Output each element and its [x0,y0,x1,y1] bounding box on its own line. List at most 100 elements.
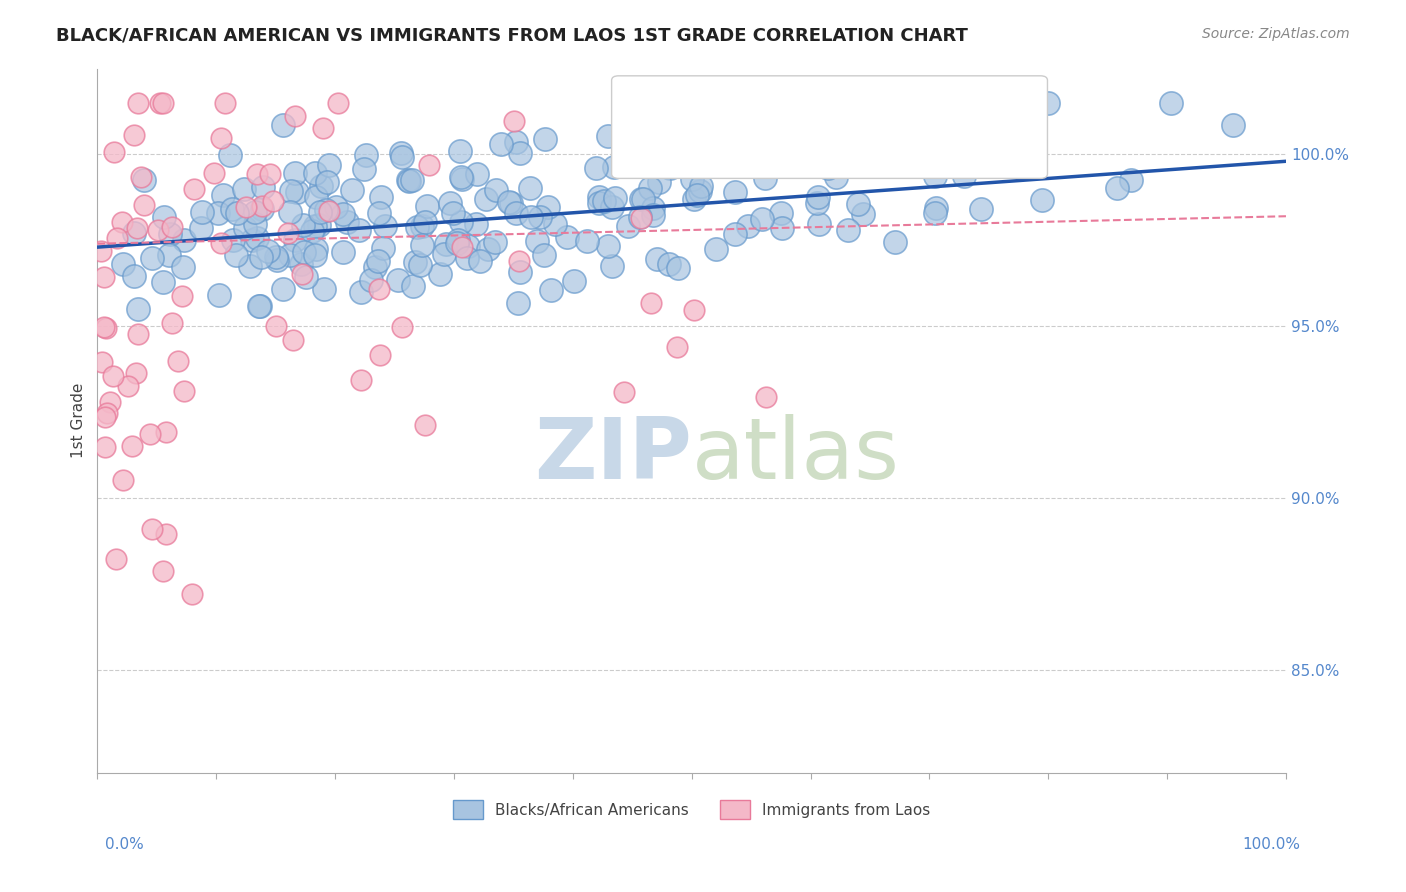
Point [277,227,299,241]
Point [112,473,135,487]
Point [356,147,378,161]
Point [519,210,541,224]
Point [588,190,610,204]
Point [301,223,323,237]
Point [387,273,409,287]
Point [690,178,713,193]
Point [90,355,112,369]
Point [505,206,527,220]
Point [367,254,389,268]
Point [252,199,274,213]
Point [342,183,364,197]
Point [451,240,474,254]
Text: 100.0%: 100.0% [1243,837,1301,852]
Point [127,327,149,342]
Point [416,199,439,213]
Point [202,166,225,180]
Point [240,233,263,247]
Point [249,299,271,313]
Point [537,200,560,214]
Point [325,200,347,214]
Point [585,161,607,175]
Point [852,207,875,221]
Point [155,425,177,439]
Point [121,440,143,454]
Point [211,187,233,202]
Point [160,316,183,330]
Point [846,197,869,211]
Point [209,236,232,251]
Point [765,95,787,110]
Point [94,321,117,335]
Point [309,178,332,193]
Point [190,221,212,235]
Point [658,257,681,271]
Point [505,135,527,149]
Point [664,149,686,163]
Point [373,241,395,255]
Point [285,186,308,200]
Point [817,161,839,176]
Point [689,184,711,198]
Point [308,218,330,232]
Point [94,410,117,425]
Point [617,219,640,234]
Point [441,206,464,220]
Point [804,158,827,172]
Point [489,136,512,151]
Point [529,210,551,224]
Point [883,235,905,250]
Point [152,95,174,110]
Point [309,204,332,219]
Point [347,222,370,236]
Point [273,282,295,296]
Point [683,192,706,206]
Point [107,231,129,245]
Point [449,144,471,158]
Point [806,195,828,210]
Point [683,302,706,317]
Point [222,234,245,248]
Point [396,173,419,187]
Point [243,217,266,231]
Point [367,282,389,296]
Point [312,121,335,136]
Point [807,190,830,204]
Point [603,161,626,175]
Point [534,131,557,145]
Point [219,147,242,161]
Point [152,210,174,224]
Point [468,253,491,268]
Point [630,192,652,206]
Point [284,234,307,248]
Point [312,282,335,296]
Point [364,260,387,275]
Point [439,195,461,210]
Point [141,522,163,536]
Point [207,206,229,220]
Point [318,158,340,172]
Point [924,206,946,220]
Point [111,257,134,271]
Point [770,220,793,235]
Point [332,207,354,221]
Point [252,180,274,194]
Point [336,215,359,229]
Point [953,169,976,184]
Point [350,373,373,387]
Point [533,248,555,262]
Point [295,269,318,284]
Point [280,184,302,198]
Point [450,169,472,184]
Point [239,259,262,273]
Point [155,527,177,541]
Point [129,169,152,184]
Point [457,239,479,253]
Point [173,384,195,399]
Point [508,295,530,310]
Point [704,242,727,256]
Text: Source: ZipAtlas.com: Source: ZipAtlas.com [1202,27,1350,41]
Point [751,212,773,227]
Point [824,170,846,185]
Point [643,208,665,222]
